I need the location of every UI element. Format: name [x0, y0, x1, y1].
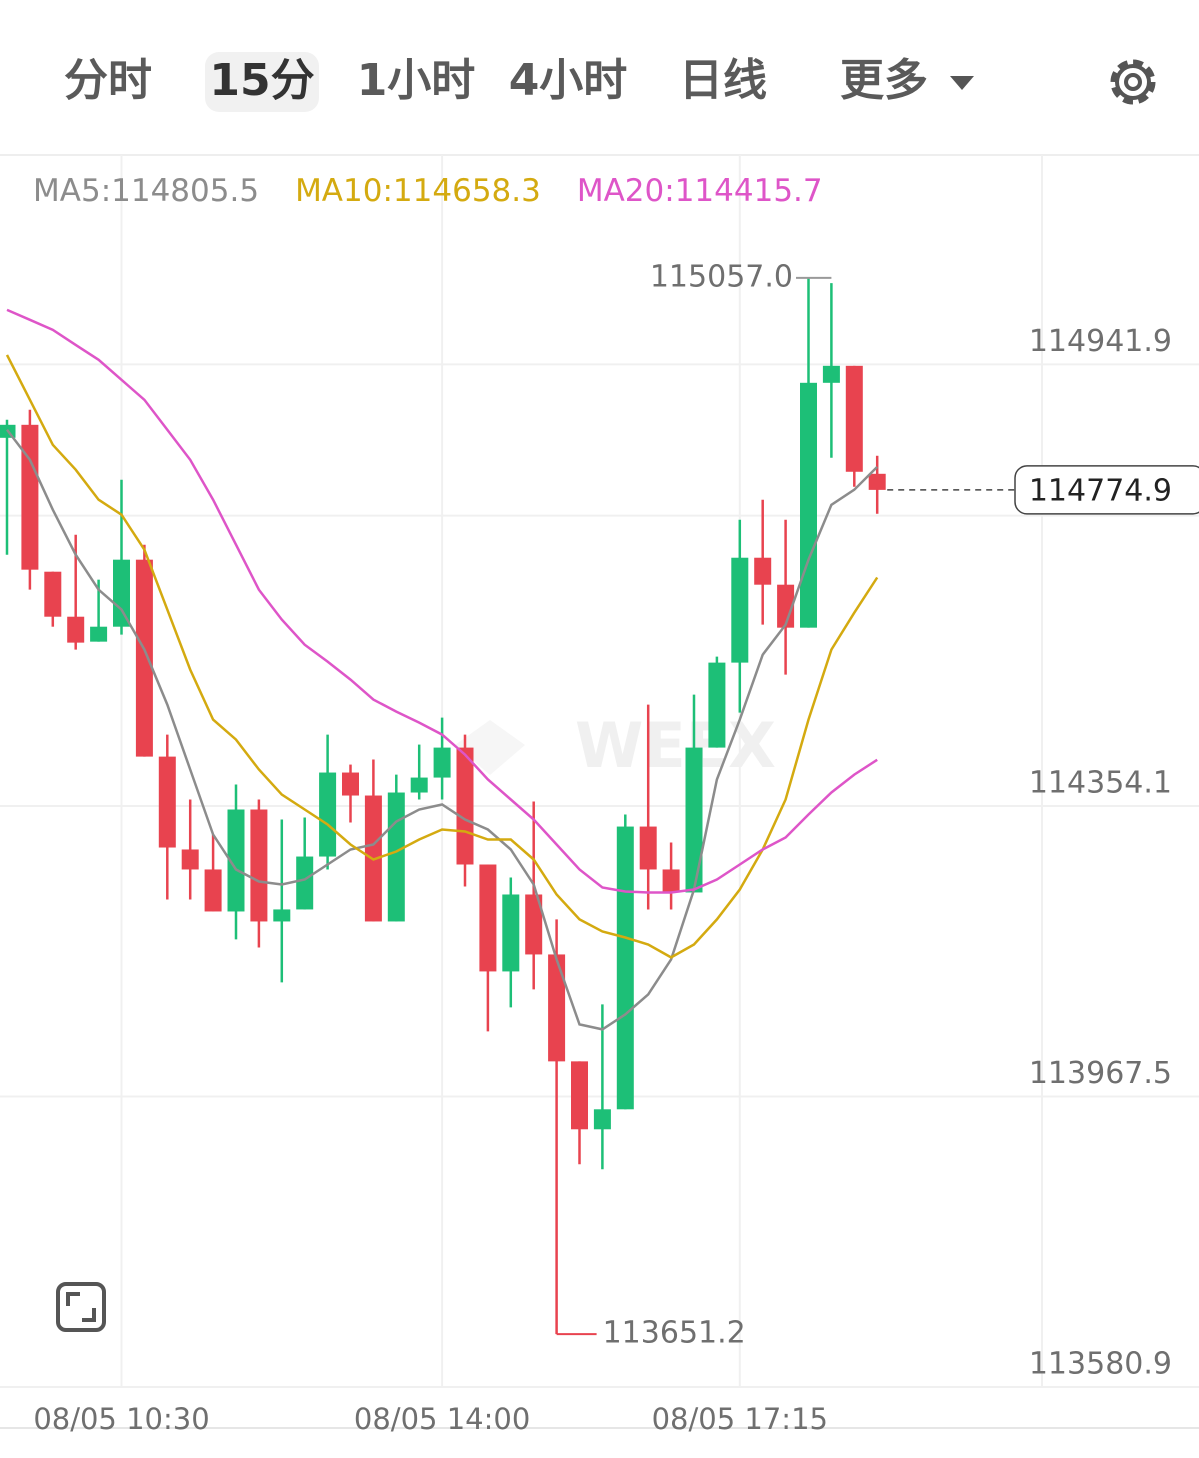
tab[interactable]: 1小时	[357, 55, 476, 106]
watermark-logo	[455, 720, 525, 775]
candle-body	[662, 869, 680, 893]
y-tick-label: 113967.5	[1029, 1056, 1172, 1091]
y-tick-label: 114941.9	[1029, 324, 1172, 359]
candle-body	[456, 747, 474, 865]
candle-body	[342, 772, 359, 796]
candle-body	[90, 626, 108, 642]
tab-highlight	[205, 52, 319, 112]
legend: MA5:114805.5 MA10:114658.3 MA20:114415.7	[33, 173, 823, 209]
candle-body	[639, 826, 657, 870]
candle-body	[250, 809, 268, 922]
legend-value: 114658.3	[393, 173, 541, 209]
last-price-box	[1014, 465, 1199, 515]
candle-body	[21, 424, 39, 570]
tab[interactable]: 日线	[679, 55, 767, 106]
candle-body	[502, 894, 520, 972]
candle-body	[525, 894, 543, 955]
candle-body	[685, 747, 703, 893]
tab[interactable]: 更多	[840, 55, 928, 106]
fullscreen-arrows	[66, 1292, 96, 1322]
candle-body	[800, 382, 817, 628]
legend-separator: :	[101, 173, 111, 209]
legend-separator: :	[664, 173, 674, 209]
candle-body	[44, 571, 62, 617]
candle-body	[387, 792, 405, 922]
fullscreen-frame	[56, 1282, 106, 1332]
candle-body	[113, 559, 130, 627]
gear-teeth	[1110, 59, 1156, 105]
legend-value: 114805.5	[111, 173, 259, 209]
legend-name: MA5	[33, 173, 101, 209]
x-tick-label: 08/05 10:30	[33, 1402, 209, 1436]
candle-body	[708, 662, 726, 748]
fullscreen-icon[interactable]	[56, 1282, 106, 1332]
watermark-shape	[455, 720, 525, 775]
ma-line	[6, 308, 878, 894]
candle-body	[433, 747, 451, 778]
candle-body	[273, 909, 291, 922]
candle-body	[616, 826, 634, 1110]
ma-line	[6, 429, 879, 1031]
low-label: 113651.2	[603, 1316, 746, 1351]
tab[interactable]: 4小时	[509, 55, 628, 106]
legend-separator: :	[382, 173, 392, 209]
tab[interactable]: 15分	[209, 55, 314, 106]
candle-body	[548, 954, 566, 1062]
candle-body	[296, 856, 314, 910]
candle-body	[571, 1061, 588, 1130]
candle-body	[479, 864, 497, 972]
candle-body	[593, 1109, 611, 1130]
candle-body	[158, 756, 176, 848]
x-tick-label: 08/05 14:00	[354, 1402, 530, 1436]
candle-body	[845, 365, 863, 472]
gear-ring	[1115, 64, 1151, 100]
candle-body	[227, 809, 245, 912]
legend-name: MA20	[577, 173, 664, 209]
legend-value: 114415.7	[675, 173, 823, 209]
high-label: 115057.0	[650, 259, 793, 294]
candle-body	[822, 365, 840, 383]
candle-body	[135, 559, 153, 757]
candle-body	[754, 557, 772, 585]
candle-body	[67, 616, 85, 643]
ma-line	[5, 354, 879, 959]
last-price-label: 114774.9	[1029, 473, 1172, 508]
x-tick-label: 08/05 17:15	[652, 1402, 828, 1436]
watermark: WEEX	[575, 709, 776, 782]
gear-hub	[1124, 73, 1142, 91]
legend-name: MA10	[295, 173, 382, 209]
tab[interactable]: 分时	[64, 55, 152, 106]
candle-body	[204, 869, 222, 912]
y-tick-label: 114354.1	[1029, 766, 1172, 801]
candle-body	[777, 584, 795, 628]
dropdown-arrow	[950, 76, 974, 90]
candle-body	[410, 777, 428, 793]
candle-body	[868, 473, 886, 490]
y-tick-label: 113580.9	[1029, 1347, 1172, 1382]
candle-body	[319, 772, 337, 857]
candle-body	[181, 849, 199, 870]
candle-body	[731, 557, 749, 663]
gear-icon[interactable]	[1110, 59, 1156, 105]
